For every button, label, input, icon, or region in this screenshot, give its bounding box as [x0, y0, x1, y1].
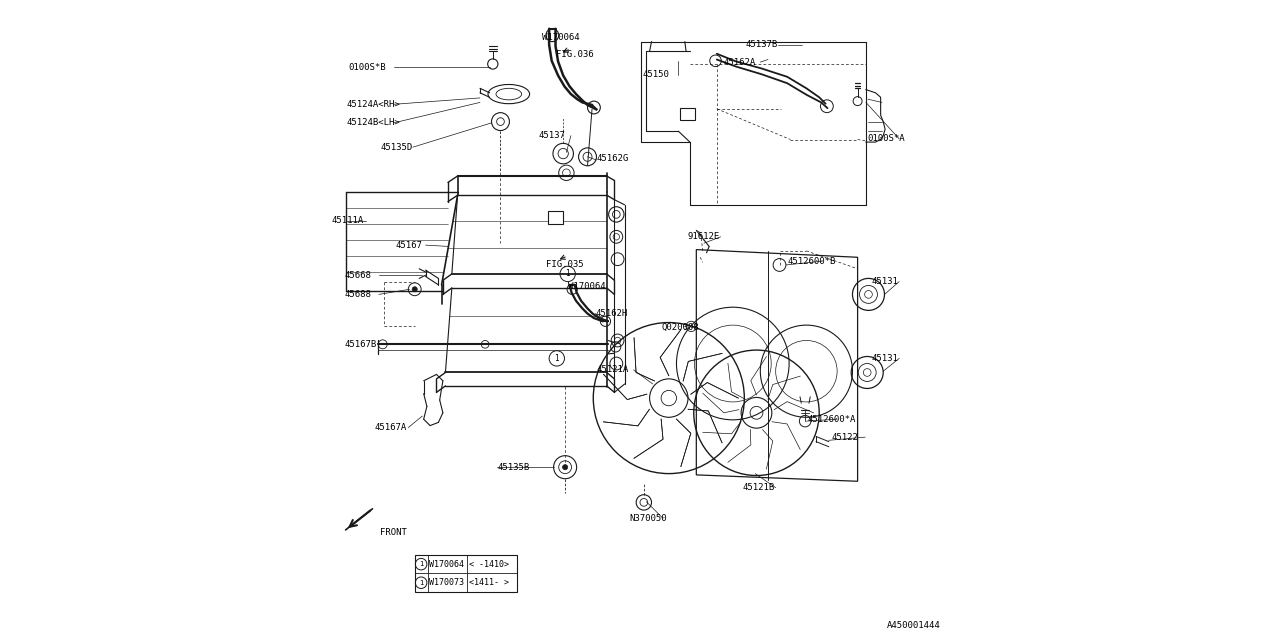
Text: 91612E: 91612E: [687, 232, 719, 241]
Text: 1: 1: [566, 269, 570, 278]
Text: 45162A: 45162A: [723, 58, 755, 67]
Text: A: A: [685, 109, 690, 119]
Text: 45162G: 45162G: [596, 154, 628, 163]
Text: 45121B: 45121B: [742, 483, 774, 492]
Text: 45167A: 45167A: [374, 423, 407, 432]
Text: 45135D: 45135D: [381, 143, 413, 152]
Text: FRONT: FRONT: [380, 528, 407, 537]
Circle shape: [412, 287, 417, 292]
Text: 45122: 45122: [832, 433, 859, 442]
Text: 0100S*A: 0100S*A: [868, 134, 905, 143]
Text: 4512600*A: 4512600*A: [808, 415, 856, 424]
Text: <1411- >: <1411- >: [470, 578, 509, 588]
Text: Q020008: Q020008: [662, 323, 699, 332]
Text: A: A: [553, 212, 558, 223]
Text: FIG.035: FIG.035: [545, 260, 584, 269]
Text: 45167B: 45167B: [344, 340, 376, 349]
Text: 45137: 45137: [539, 131, 566, 140]
Text: 45137B: 45137B: [745, 40, 778, 49]
Text: FIG.036: FIG.036: [556, 50, 593, 59]
Text: N370050: N370050: [630, 514, 667, 523]
Text: 45121A: 45121A: [596, 365, 628, 374]
Text: W170064: W170064: [543, 33, 580, 42]
Text: 1: 1: [554, 354, 559, 363]
Text: 45688: 45688: [344, 290, 371, 299]
Text: 45131: 45131: [872, 277, 899, 286]
Text: 45124A<RH>: 45124A<RH>: [347, 100, 401, 109]
Text: 45162H: 45162H: [595, 309, 627, 318]
Text: W170064: W170064: [430, 559, 465, 569]
Text: 0100S*B: 0100S*B: [348, 63, 387, 72]
Text: A: A: [684, 112, 690, 121]
Text: < -1410>: < -1410>: [470, 559, 509, 569]
Bar: [680, 108, 695, 120]
Text: 1: 1: [419, 561, 424, 567]
Text: 45131: 45131: [872, 354, 899, 363]
Text: A: A: [553, 213, 558, 222]
Bar: [415, 555, 517, 592]
Text: 45150: 45150: [643, 70, 669, 79]
Text: 45135B: 45135B: [498, 463, 530, 472]
Text: 45167: 45167: [396, 241, 422, 250]
Text: 4512600*B: 4512600*B: [787, 257, 836, 266]
Text: W170073: W170073: [430, 578, 465, 588]
Text: 1: 1: [419, 580, 424, 586]
Text: 45668: 45668: [344, 271, 371, 280]
Circle shape: [563, 465, 568, 470]
Text: A450001444: A450001444: [887, 621, 941, 630]
Text: 45111A: 45111A: [332, 216, 364, 225]
Bar: [548, 211, 563, 224]
Text: W170064: W170064: [568, 282, 605, 291]
Text: 45124B<LH>: 45124B<LH>: [347, 118, 401, 127]
